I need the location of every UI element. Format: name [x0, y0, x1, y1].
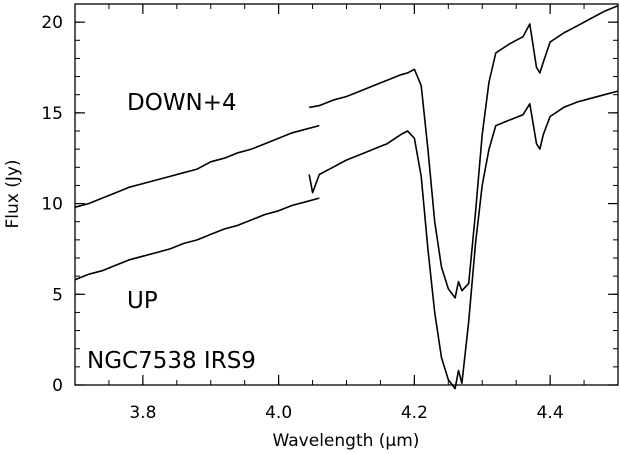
series-0-segment-1	[309, 5, 619, 299]
annotation-object-name: NGC7538 IRS9	[87, 348, 256, 374]
x-tick-label: 3.8	[129, 403, 156, 423]
y-tick-label: 10	[41, 195, 63, 215]
annotation-down-plus-4: DOWN+4	[127, 90, 237, 116]
tick-labels: 3.8 4.0 4.2 4.4 0 5 10 15 20	[41, 13, 563, 423]
series-1-segment-1	[308, 90, 619, 390]
y-tick-label: 15	[41, 104, 63, 124]
y-tick-label: 20	[41, 13, 63, 33]
y-axis-label: Flux (Jy)	[3, 159, 23, 228]
axes-ticks	[74, 3, 619, 386]
x-tick-label: 4.0	[265, 403, 292, 423]
series-0-segment-0	[74, 124, 320, 208]
x-axis-label: Wavelength (μm)	[273, 431, 420, 451]
plot-lines	[74, 5, 619, 390]
x-tick-label: 4.4	[537, 403, 564, 423]
x-tick-label: 4.2	[401, 403, 428, 423]
y-tick-label: 5	[52, 285, 63, 305]
annotation-up: UP	[127, 288, 158, 314]
plot-frame	[74, 3, 619, 386]
y-tick-label: 0	[52, 376, 63, 396]
series-1-segment-0	[74, 197, 320, 281]
